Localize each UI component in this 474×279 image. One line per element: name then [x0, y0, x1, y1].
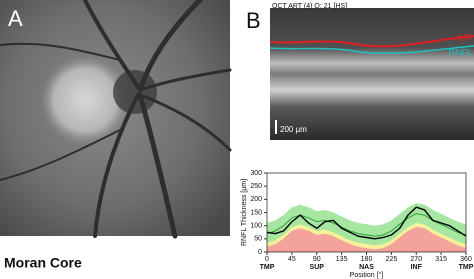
x-tick-label: 270 [410, 256, 422, 263]
percentile-area [267, 227, 466, 252]
y-tick-label: 50 [254, 236, 262, 243]
x-tick-label: 45 [288, 256, 296, 263]
sector-label: SUP [310, 264, 325, 271]
sector-label: TMP [459, 264, 474, 271]
x-tick-label: 315 [435, 256, 447, 263]
sector-label: INF [411, 264, 423, 271]
sector-label: NAS [359, 264, 374, 271]
thickness-line [266, 206, 467, 240]
x-tick-label: 180 [361, 256, 373, 263]
caption: Moran Core [4, 255, 82, 271]
oct-image [269, 8, 474, 140]
x-tick-label: 0 [265, 256, 269, 263]
x-tick-label: 90 [313, 256, 321, 263]
x-tick-label: 360 [460, 256, 472, 263]
ilm-label: ILM [457, 32, 472, 42]
y-tick-label: 300 [250, 170, 262, 177]
y-tick-label: 250 [250, 183, 262, 190]
rnfl-chart: 0 50 100 150 200 250 300 0 45 90 135 180 225 270 315 36… [241, 170, 474, 279]
y-tick-label: 0 [258, 249, 262, 256]
panel-label: B [246, 8, 261, 33]
sector-label: TMP [260, 264, 275, 271]
y-tick-label: 100 [250, 223, 262, 230]
y-tick-label: 150 [250, 209, 262, 216]
scale-label: 200 µm [280, 125, 307, 134]
x-tick-label: 135 [336, 256, 348, 263]
x-tick-label: 225 [386, 256, 398, 263]
panel-label: A [8, 6, 23, 31]
fundus-image [0, 0, 232, 239]
rnfl-label: RNFL [448, 47, 472, 57]
y-axis-label: RNFL Thickness [µm] [241, 179, 248, 246]
oct-header: OCT ART (4) Q: 21 [HS] [272, 3, 347, 10]
x-axis-label: Position [°] [350, 271, 384, 279]
y-tick-label: 200 [250, 196, 262, 203]
